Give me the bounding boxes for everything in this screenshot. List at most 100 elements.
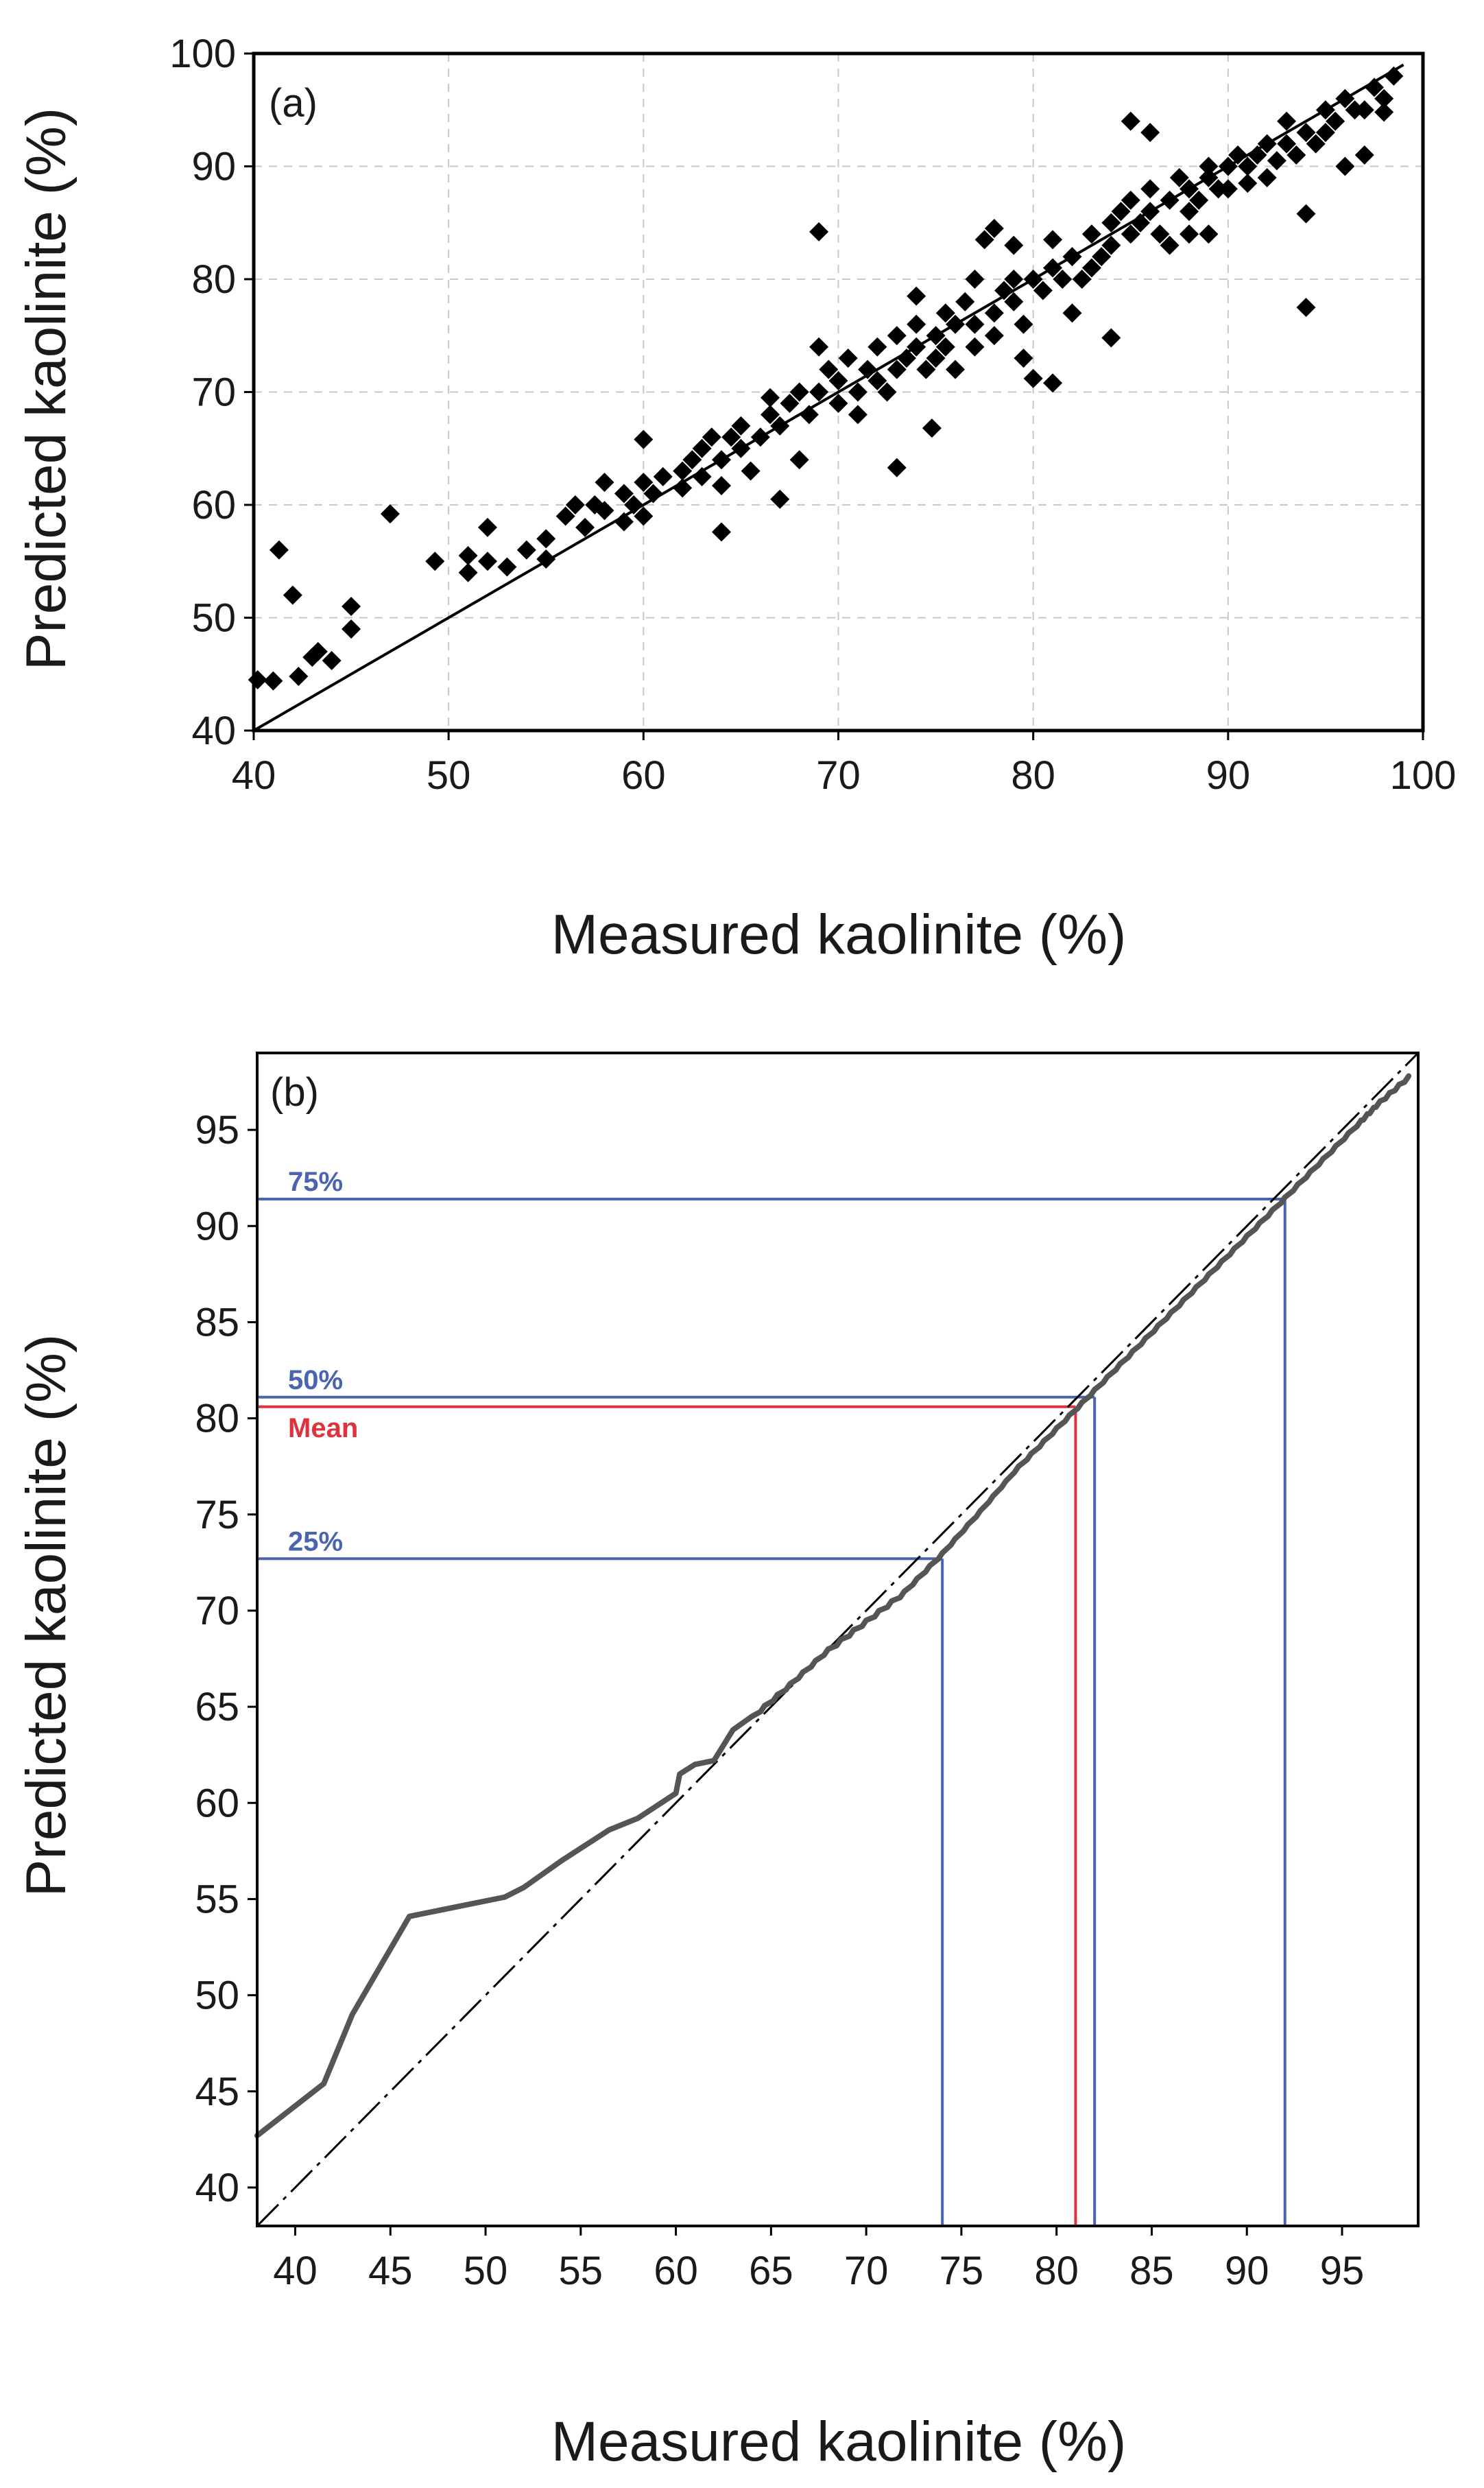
scatter-point xyxy=(1101,213,1121,233)
x-tick-label: 40 xyxy=(273,2249,318,2293)
y-tick-label: 70 xyxy=(191,370,236,415)
scatter-point xyxy=(946,314,965,334)
scatter-point xyxy=(770,416,790,436)
scatter-point xyxy=(1257,167,1277,187)
scatter-point xyxy=(761,388,780,407)
scatter-point xyxy=(1199,167,1219,187)
scatter-point xyxy=(1180,224,1199,244)
scatter-point xyxy=(974,230,994,250)
scatter-point xyxy=(702,427,721,447)
scatter-point xyxy=(887,326,907,346)
scatter-point xyxy=(922,418,942,438)
scatter-point xyxy=(673,478,693,498)
scatter-point xyxy=(1277,111,1297,131)
y-tick-label: 85 xyxy=(195,1300,239,1344)
scatter-point xyxy=(1296,123,1316,143)
scatter-point xyxy=(828,393,848,413)
y-axis-ticks: 40 50 60 70 80 90 100 xyxy=(169,32,254,753)
scatter-point xyxy=(907,314,926,334)
scatter-point xyxy=(809,382,829,402)
scatter-point xyxy=(741,461,761,481)
quantile-label-50: 50% xyxy=(288,1365,343,1395)
scatter-point xyxy=(1238,156,1258,176)
scatter-point xyxy=(1004,270,1024,289)
scatter-point xyxy=(1121,111,1140,131)
y-tick-label: 40 xyxy=(191,709,236,753)
y-tick-label: 60 xyxy=(195,1781,239,1825)
y-tick-label: 90 xyxy=(191,145,236,189)
scatter-point xyxy=(653,466,673,486)
scatter-point xyxy=(1140,202,1160,222)
scatter-point xyxy=(1364,78,1384,97)
scatter-point xyxy=(1247,145,1267,165)
scatter-point xyxy=(1335,88,1355,108)
scatter-point xyxy=(1199,156,1219,176)
scatter-point xyxy=(770,489,790,509)
panel-label-a: (a) xyxy=(269,81,318,126)
x-tick-label: 70 xyxy=(816,753,861,798)
scatter-point xyxy=(342,597,361,617)
scatter-point xyxy=(478,552,497,571)
quantile-label-75: 75% xyxy=(288,1167,343,1197)
y-tick-label: 90 xyxy=(195,1204,239,1248)
scatter-point xyxy=(1101,235,1121,255)
scatter-point xyxy=(624,495,644,514)
scatter-point xyxy=(1180,202,1199,222)
y-axis-ticks: 40 45 50 55 60 65 70 75 80 85 90 95 xyxy=(195,1108,257,2210)
scatter-point xyxy=(809,337,829,357)
scatter-point xyxy=(1150,224,1170,244)
scatter-point xyxy=(907,337,926,357)
scatter-point xyxy=(1374,102,1394,122)
scatter-point xyxy=(458,562,478,582)
y-tick-label: 75 xyxy=(195,1493,239,1537)
scatter-point xyxy=(1111,202,1131,222)
scatter-point xyxy=(1267,151,1286,171)
scatter-point xyxy=(1081,258,1101,278)
scatter-point xyxy=(994,281,1014,300)
scatter-point xyxy=(712,450,731,470)
scatter-point xyxy=(1345,100,1365,120)
scatter-point xyxy=(1315,123,1335,143)
y-axis-title-a: Predicted kaolinite (%) xyxy=(15,108,77,670)
scatter-point xyxy=(1014,348,1033,368)
scatter-point xyxy=(877,382,897,402)
x-axis-title-a: Measured kaolinite (%) xyxy=(551,903,1127,966)
scatter-point xyxy=(1354,100,1374,120)
scatter-point xyxy=(614,484,634,503)
scatter-point xyxy=(575,517,595,537)
scatter-point xyxy=(1180,179,1199,199)
x-axis-title-b: Measured kaolinite (%) xyxy=(551,2410,1127,2473)
scatter-point xyxy=(1121,190,1140,210)
scatter-point xyxy=(984,326,1004,346)
scatter-point xyxy=(1160,235,1180,255)
scatter-point xyxy=(1189,190,1209,210)
scatter-point xyxy=(1218,179,1238,199)
scatter-point xyxy=(867,371,887,391)
x-axis-ticks: 40 45 50 55 60 65 70 75 80 85 90 95 xyxy=(273,2226,1364,2293)
quantile-label-mean: Mean xyxy=(288,1413,358,1443)
scatter-point xyxy=(1081,224,1101,244)
scatter-point xyxy=(248,670,267,689)
scatter-point xyxy=(1023,368,1043,388)
scatter-point xyxy=(946,359,965,379)
scatter-point xyxy=(555,506,575,526)
scatter-point xyxy=(965,314,985,334)
scatter-point xyxy=(595,501,614,521)
line-panel-b: 75% 50% Mean 25% 40 45 50 55 60 65 70 75 80 85 90 95 4… xyxy=(15,1052,1420,2473)
x-tick-label: 50 xyxy=(464,2249,508,2293)
scatter-point xyxy=(497,557,517,577)
scatter-point xyxy=(634,473,654,493)
panel-label-b: (b) xyxy=(270,1070,319,1115)
x-tick-label: 40 xyxy=(232,753,276,798)
x-tick-label: 75 xyxy=(940,2249,984,2293)
scatter-point xyxy=(342,619,361,639)
scatter-point xyxy=(1257,134,1277,154)
scatter-point xyxy=(907,286,926,306)
x-tick-label: 55 xyxy=(559,2249,603,2293)
scatter-point xyxy=(1053,270,1073,289)
scatter-points xyxy=(248,66,1404,691)
x-tick-label: 60 xyxy=(621,753,666,798)
scatter-point xyxy=(1160,190,1180,210)
scatter-point xyxy=(1004,292,1024,311)
x-tick-label: 80 xyxy=(1034,2249,1079,2293)
